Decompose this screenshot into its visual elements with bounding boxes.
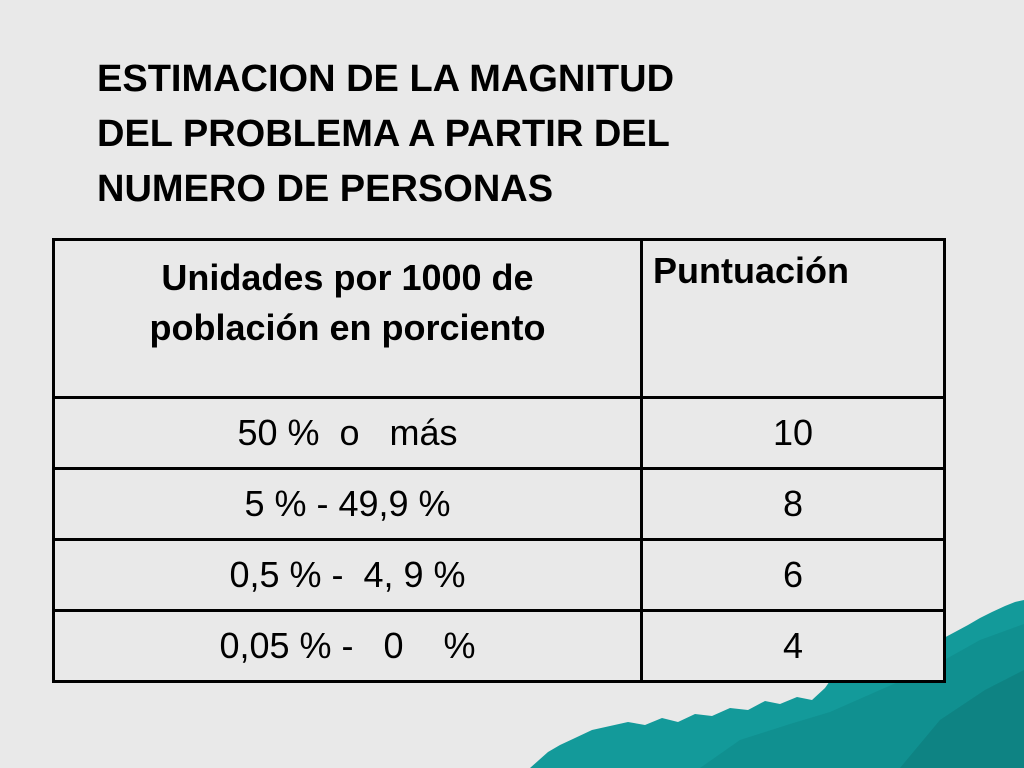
table-row: 5 % - 49,9 % 8 — [52, 467, 946, 541]
range-cell: 0,05 % - 0 % — [52, 609, 643, 683]
score-cell: 4 — [640, 609, 946, 683]
range-cell: 0,5 % - 4, 9 % — [52, 538, 643, 612]
magnitude-score-table: Unidades por 1000 de población en porcie… — [52, 238, 946, 683]
range-cell: 50 % o más — [52, 396, 643, 470]
score-cell: 8 — [640, 467, 946, 541]
table-row: 50 % o más 10 — [52, 396, 946, 470]
slide-title: ESTIMACION DE LA MAGNITUD DEL PROBLEMA A… — [97, 58, 675, 210]
table-header-row: Unidades por 1000 de población en porcie… — [52, 238, 946, 399]
header-score: Puntuación — [640, 238, 946, 399]
table-row: 0,05 % - 0 % 4 — [52, 609, 946, 683]
table-row: 0,5 % - 4, 9 % 6 — [52, 538, 946, 612]
score-cell: 10 — [640, 396, 946, 470]
score-cell: 6 — [640, 538, 946, 612]
range-cell: 5 % - 49,9 % — [52, 467, 643, 541]
header-units-percent: Unidades por 1000 de población en porcie… — [52, 238, 643, 399]
